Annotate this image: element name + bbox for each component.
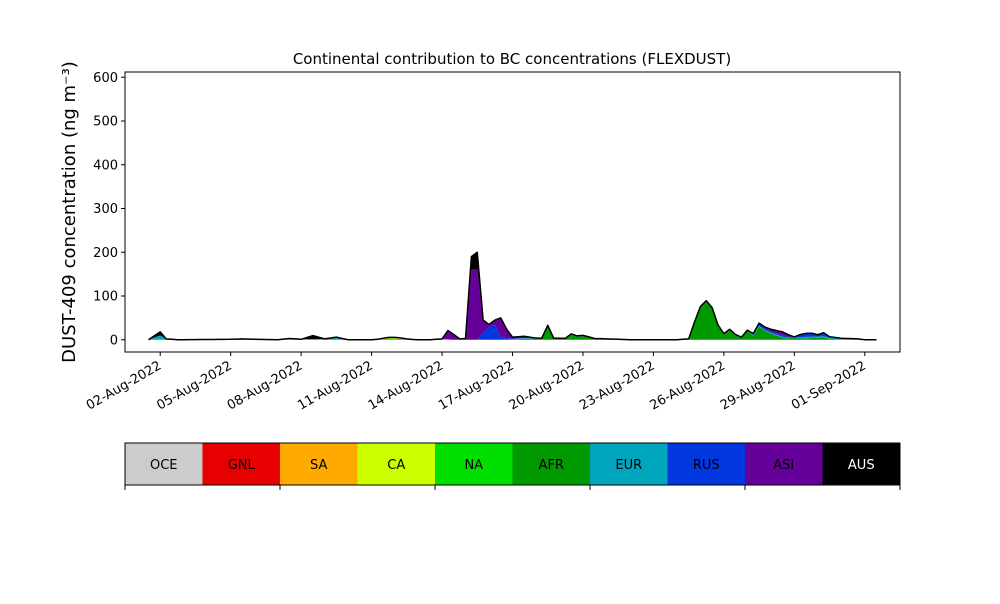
colorbar-cell-afr [512, 443, 591, 485]
colorbar-cell-na [435, 443, 513, 485]
x-tick-label-2022-08-11: 11-Aug-2022 [295, 358, 375, 413]
colorbar-cell-sa [280, 443, 358, 485]
x-tick-label-2022-08-23: 23-Aug-2022 [577, 358, 657, 413]
y-tick-label-100: 100 [93, 290, 118, 305]
y-tick-label-200: 200 [93, 246, 118, 261]
y-tick-label-0: 0 [110, 333, 118, 348]
area-series-rus [148, 300, 877, 340]
y-axis-label: DUST-409 concentration (ng m⁻³) [59, 61, 80, 363]
colorbar-frame [124, 442, 901, 486]
colorbar-label-eur: EUR [615, 458, 642, 473]
x-tick-label-2022-08-17: 17-Aug-2022 [436, 358, 516, 413]
colorbar-label-aus: AUS [848, 458, 875, 473]
colorbar-cell-eur [590, 443, 668, 485]
colorbar-label-na: NA [464, 458, 483, 473]
colorbar-legend: OCE GNL SA CA NA AFR EUR RUS ASI AUS [124, 442, 901, 490]
colorbar-label-ca: CA [387, 458, 405, 473]
colorbar-label-gnl: GNL [228, 458, 256, 473]
y-tick-label-500: 500 [93, 115, 118, 130]
y-tick-label-600: 600 [93, 71, 118, 86]
colorbar-label-sa: SA [310, 458, 327, 473]
colorbar-cell-asi [745, 443, 823, 485]
x-tick-label-2022-08-05: 05-Aug-2022 [154, 358, 234, 413]
colorbar-cell-gnl [202, 443, 281, 485]
area-series-aus [148, 252, 877, 340]
x-tick-label-2022-08-20: 20-Aug-2022 [507, 358, 587, 413]
y-tick-label-400: 400 [93, 158, 118, 173]
colorbar-label-afr: AFR [539, 458, 564, 473]
area-series-afr [148, 301, 877, 340]
x-tick-label-2022-08-29: 29-Aug-2022 [718, 358, 798, 413]
colorbar-cell-ca [357, 443, 436, 485]
x-tick-label-2022-08-08: 08-Aug-2022 [225, 358, 305, 413]
colorbar-label-asi: ASI [773, 458, 794, 473]
colorbar-cell-oce [125, 443, 203, 485]
colorbar-cell-aus [822, 443, 901, 485]
area-series-asi [148, 269, 877, 340]
plot-area: 0 100 200 300 400 500 600 02-Aug-202205-Aug-202… [84, 71, 901, 414]
chart-title: Continental contribution to BC concentra… [293, 50, 731, 68]
x-tick-label-2022-08-26: 26-Aug-2022 [648, 358, 728, 413]
plot-frame [124, 71, 901, 353]
x-tick-label-2022-08-14: 14-Aug-2022 [366, 358, 446, 413]
total-concentration-line [148, 251, 877, 341]
x-tick-label-2022-08-02: 02-Aug-2022 [84, 358, 164, 413]
colorbar-label-oce: OCE [150, 458, 178, 473]
colorbar-cell-rus [667, 443, 746, 485]
colorbar-label-rus: RUS [693, 458, 720, 473]
x-tick-label-2022-09-01: 01-Sep-2022 [789, 358, 869, 413]
y-tick-label-300: 300 [93, 202, 118, 217]
